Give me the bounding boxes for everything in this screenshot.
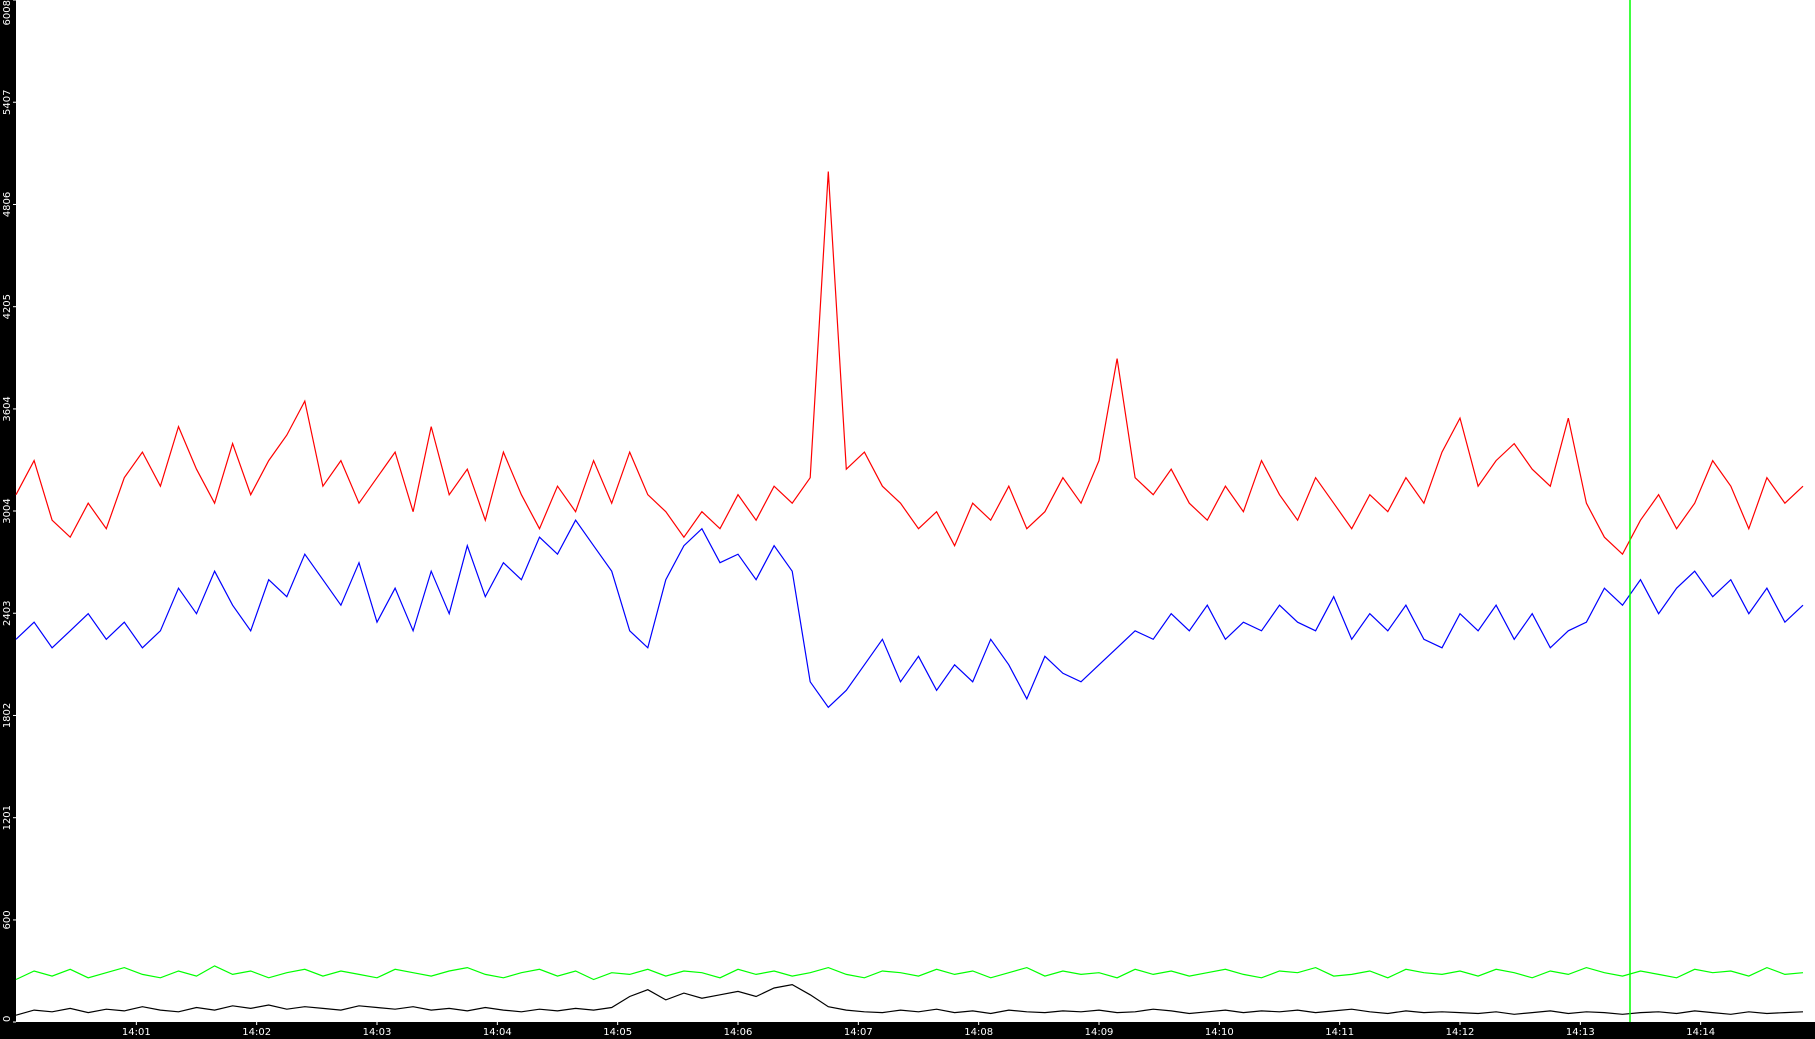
y-tick-label: 0 [2,1016,13,1022]
y-tick-label: 1802 [2,703,13,728]
y-tick-label: 5407 [2,90,13,115]
x-tick-label: 14:07 [844,1027,873,1038]
y-axis-strip [0,0,16,1039]
x-tick-label: 14:13 [1566,1027,1595,1038]
y-tick-label: 6008 [2,0,13,25]
x-tick-label: 14:06 [724,1027,753,1038]
x-tick-label: 14:05 [603,1027,632,1038]
y-tick-label: 3004 [2,498,13,523]
y-tick-label: 600 [2,910,13,929]
x-tick-label: 14:12 [1446,1027,1475,1038]
x-tick-label: 14:04 [483,1027,512,1038]
series-line [15,983,1804,1016]
x-tick-label: 14:02 [242,1027,271,1038]
series-line [15,519,1804,709]
x-tick-label: 14:03 [363,1027,392,1038]
series-line [15,171,1804,556]
x-tick-label: 14:01 [122,1027,151,1038]
x-tick-label: 14:14 [1686,1027,1715,1038]
x-tick-label: 14:11 [1325,1027,1354,1038]
x-tick-label: 14:08 [964,1027,993,1038]
y-tick-label: 4205 [2,294,13,319]
x-axis-strip [0,1022,1815,1039]
x-tick-label: 14:10 [1205,1027,1234,1038]
y-tick-label: 1201 [2,805,13,830]
x-tick-label: 14:09 [1085,1027,1114,1038]
y-tick-label: 4806 [2,192,13,217]
y-tick-label: 3604 [2,396,13,421]
y-tick-label: 2403 [2,601,13,626]
series-line [15,965,1804,981]
